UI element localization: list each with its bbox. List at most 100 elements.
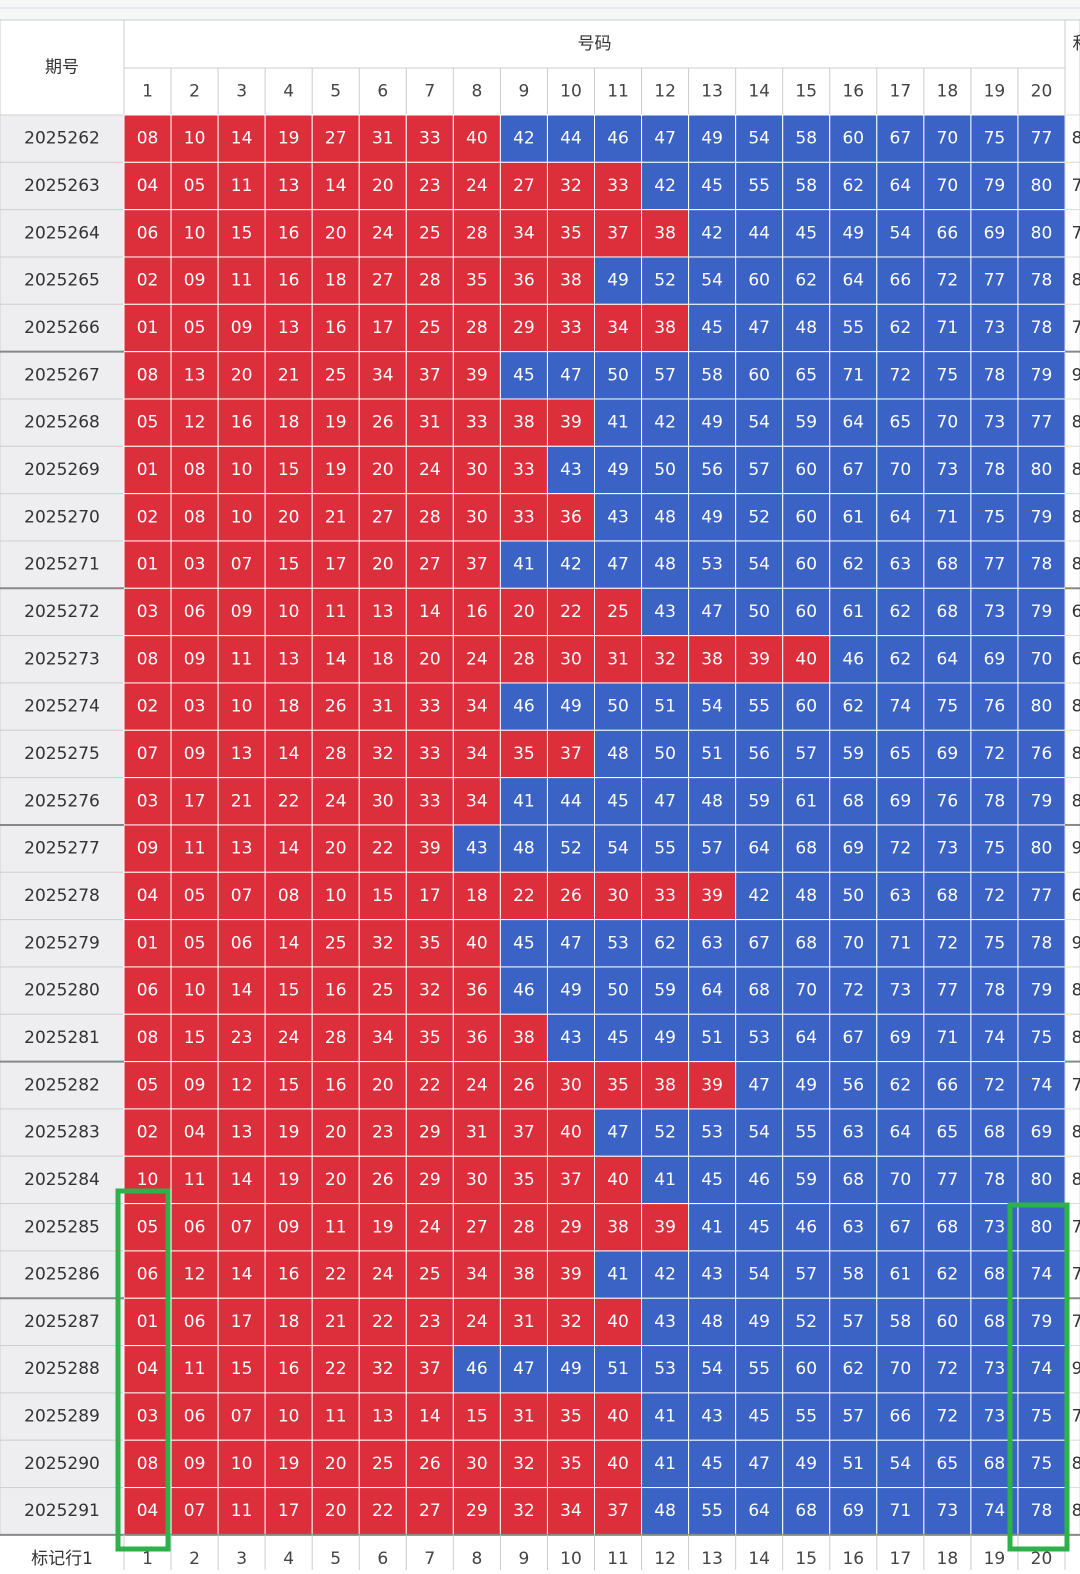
- number: 27: [513, 176, 535, 196]
- number: 71: [842, 365, 864, 385]
- number: 06: [231, 933, 253, 953]
- period: 2025280: [24, 981, 100, 1001]
- number: 42: [654, 1265, 676, 1285]
- number: 80: [1031, 697, 1053, 717]
- number: 57: [795, 744, 817, 764]
- number: 38: [701, 649, 723, 669]
- number: 09: [184, 744, 206, 764]
- number: 51: [654, 697, 676, 717]
- number: 06: [137, 1265, 159, 1285]
- number: 54: [607, 839, 629, 859]
- period: 2025273: [24, 649, 100, 669]
- number: 09: [278, 1217, 300, 1237]
- number: 65: [890, 744, 912, 764]
- number: 37: [419, 1359, 441, 1379]
- number: 45: [795, 223, 817, 243]
- extra-value: 8: [1072, 1501, 1080, 1521]
- number: 33: [513, 460, 535, 480]
- number: 14: [231, 129, 253, 149]
- number: 39: [654, 1217, 676, 1237]
- number: 40: [607, 1170, 629, 1190]
- number: 39: [748, 649, 770, 669]
- number: 58: [701, 365, 723, 385]
- number: 45: [513, 365, 535, 385]
- column-header: 5: [330, 82, 341, 102]
- number: 60: [937, 1312, 959, 1332]
- number: 34: [466, 744, 488, 764]
- number: 48: [701, 791, 723, 811]
- number: 60: [795, 555, 817, 575]
- number: 50: [607, 697, 629, 717]
- column-header: 14: [748, 82, 770, 102]
- period: 2025289: [24, 1407, 100, 1427]
- number: 13: [372, 1407, 394, 1427]
- period: 2025277: [24, 839, 100, 859]
- number: 69: [890, 1028, 912, 1048]
- number: 62: [937, 1265, 959, 1285]
- number: 48: [654, 507, 676, 527]
- number: 72: [984, 886, 1006, 906]
- number: 49: [607, 460, 629, 480]
- number: 18: [466, 886, 488, 906]
- number: 68: [842, 791, 864, 811]
- number: 30: [466, 1454, 488, 1474]
- extra-value: 8: [1072, 129, 1080, 149]
- number: 10: [137, 1170, 159, 1190]
- number: 46: [607, 129, 629, 149]
- number: 42: [654, 176, 676, 196]
- number: 06: [184, 602, 206, 622]
- number: 70: [1031, 649, 1053, 669]
- period: 2025269: [24, 460, 100, 480]
- number: 47: [748, 1075, 770, 1095]
- number: 64: [890, 176, 912, 196]
- number: 72: [984, 1075, 1006, 1095]
- number: 15: [278, 981, 300, 1001]
- number: 79: [1031, 602, 1053, 622]
- number: 55: [795, 1123, 817, 1143]
- number: 37: [513, 1123, 535, 1143]
- number: 03: [184, 697, 206, 717]
- number: 69: [984, 223, 1006, 243]
- number: 16: [466, 602, 488, 622]
- number: 18: [325, 271, 347, 291]
- number: 59: [795, 413, 817, 433]
- number: 15: [231, 1359, 253, 1379]
- number: 51: [842, 1454, 864, 1474]
- number: 71: [937, 1028, 959, 1048]
- column-header: 10: [560, 82, 582, 102]
- number: 08: [278, 886, 300, 906]
- number: 68: [984, 1312, 1006, 1332]
- number: 49: [842, 223, 864, 243]
- number: 26: [372, 1170, 394, 1190]
- number: 10: [278, 602, 300, 622]
- extra-value: 8: [1072, 413, 1080, 433]
- number: 33: [607, 176, 629, 196]
- number: 78: [1031, 933, 1053, 953]
- number: 58: [795, 129, 817, 149]
- number: 20: [325, 839, 347, 859]
- period: 2025270: [24, 507, 100, 527]
- extra-value: 6: [1072, 649, 1080, 669]
- number: 27: [419, 555, 441, 575]
- number: 24: [372, 1265, 394, 1285]
- column-header: 16: [842, 82, 864, 102]
- number: 69: [842, 1501, 864, 1521]
- number: 11: [231, 1501, 253, 1521]
- number: 15: [278, 555, 300, 575]
- number: 24: [466, 649, 488, 669]
- number: 63: [890, 555, 912, 575]
- extra-value: 9: [1072, 1359, 1080, 1379]
- number: 22: [325, 1359, 347, 1379]
- number: 40: [795, 649, 817, 669]
- number: 72: [842, 981, 864, 1001]
- number: 41: [607, 1265, 629, 1285]
- column-header: 2: [189, 82, 200, 102]
- number: 79: [1031, 1312, 1053, 1332]
- number: 29: [419, 1123, 441, 1143]
- number: 77: [937, 981, 959, 1001]
- number: 23: [231, 1028, 253, 1048]
- number: 16: [278, 1265, 300, 1285]
- number: 43: [701, 1407, 723, 1427]
- number: 78: [1031, 271, 1053, 291]
- number: 58: [890, 1312, 912, 1332]
